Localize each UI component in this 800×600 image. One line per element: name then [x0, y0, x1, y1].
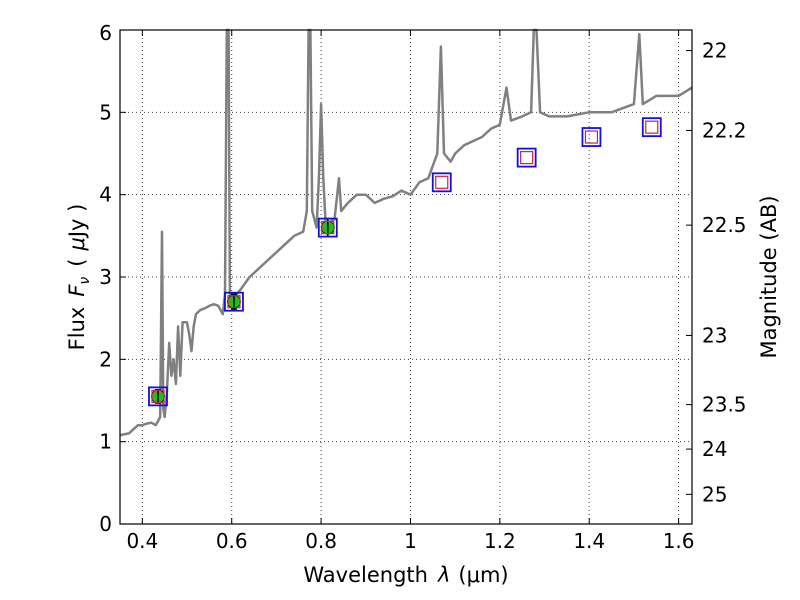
model-point-inner [321, 221, 335, 235]
y2-tick-label: 22 [702, 39, 727, 63]
y2-tick-label: 24 [702, 437, 727, 461]
grid-lines [120, 29, 692, 525]
y2-tick-label: 22.2 [702, 118, 747, 142]
model-point-box [431, 172, 452, 193]
x-tick-label: 0.8 [305, 529, 337, 553]
x-tick-label: 1.2 [484, 529, 516, 553]
axis-ticks: 0.4 0.6 0.8 1 1.2 1.4 1.601234562222.222.52323… [99, 21, 746, 553]
model-point-box [516, 147, 537, 168]
y-tick-label: 6 [99, 21, 112, 45]
x-tick-label: 0.6 [216, 529, 248, 553]
y2-axis-label: Magnitude (AB) [757, 195, 781, 358]
model-point-box [641, 117, 662, 138]
y2-tick-label: 23 [702, 323, 727, 347]
y2-tick-label: 25 [702, 482, 727, 506]
y-tick-label: 1 [99, 430, 112, 454]
model-point-inner [645, 120, 659, 134]
y-tick-label: 4 [99, 183, 112, 207]
model-point-inner [520, 151, 534, 165]
y2-tick-label: 22.5 [702, 213, 747, 237]
x-axis-label: Wavelength λ (μm) [303, 563, 508, 587]
model-point-inner [227, 295, 241, 309]
x-tick-label: 0.4 [126, 529, 158, 553]
plot-frame [119, 29, 693, 525]
y-tick-label: 2 [99, 347, 112, 371]
model-point-box [581, 127, 602, 147]
model-point-inner [584, 130, 599, 144]
y-tick-label: 3 [99, 265, 112, 289]
y-tick-label: 0 [99, 512, 112, 536]
x-tick-label: 1 [404, 529, 417, 553]
y-axis-label: FluxFν(μJy ) [65, 204, 93, 351]
x-tick-label: 1.4 [573, 529, 605, 553]
y2-tick-label: 23.5 [702, 393, 747, 417]
sed-line [119, 28, 693, 437]
model-point-inner [435, 175, 449, 189]
model-point-box [317, 217, 338, 238]
model-point-box [224, 291, 244, 312]
y-tick-label: 5 [99, 100, 112, 124]
x-tick-label: 1.6 [663, 529, 695, 553]
model-point-inner [151, 389, 165, 403]
photometry-points-layer [148, 117, 662, 407]
model-point-box [148, 386, 168, 407]
sed-line-layer [119, 28, 693, 437]
